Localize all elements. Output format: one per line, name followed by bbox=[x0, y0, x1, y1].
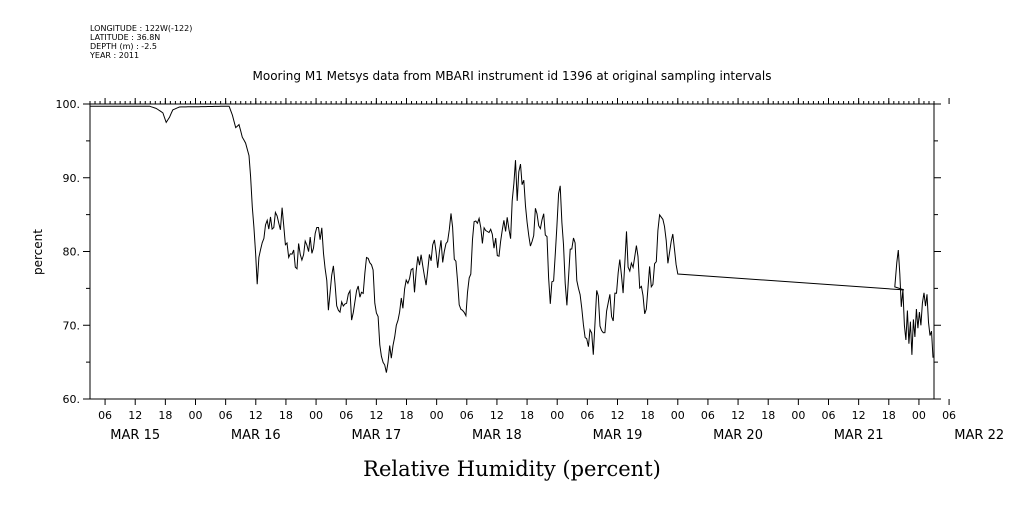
meta-depth: DEPTH (m) : -2.5 bbox=[90, 42, 157, 51]
x-tick-label: 06 bbox=[460, 409, 474, 422]
x-date-label: MAR 17 bbox=[351, 428, 401, 443]
metadata-block: LONGITUDE : 122W(-122) LATITUDE : 36.8N … bbox=[89, 24, 192, 60]
x-tick-label: 12 bbox=[611, 409, 625, 422]
x-tick-label: 18 bbox=[158, 409, 172, 422]
x-tick-label: 00 bbox=[912, 409, 926, 422]
meta-latitude: LATITUDE : 36.8N bbox=[90, 33, 160, 42]
x-tick-label: 06 bbox=[339, 409, 353, 422]
meta-year: YEAR : 2011 bbox=[89, 51, 139, 60]
x-tick-label: 06 bbox=[822, 409, 836, 422]
x-tick-label: 18 bbox=[520, 409, 534, 422]
x-tick-label: 00 bbox=[430, 409, 444, 422]
y-tick-label: 60. bbox=[63, 393, 81, 406]
x-date-label: MAR 18 bbox=[472, 428, 522, 443]
x-tick-label: 06 bbox=[98, 409, 112, 422]
x-tick-label: 12 bbox=[128, 409, 142, 422]
x-tick-label: 18 bbox=[279, 409, 293, 422]
axes: 60. 70. 80. 90. 100. 06 12 18 00 06 12 18 00 06 12 18 00… bbox=[56, 98, 1004, 443]
x-tick-label: 00 bbox=[189, 409, 203, 422]
meta-longitude: LONGITUDE : 122W(-122) bbox=[90, 24, 192, 33]
chart-title: Mooring M1 Metsys data from MBARI instru… bbox=[253, 69, 772, 83]
y-tick-label: 80. bbox=[63, 246, 81, 259]
x-tick-label: 06 bbox=[701, 409, 715, 422]
plot-frame bbox=[89, 103, 935, 400]
x-tick-label: 18 bbox=[882, 409, 896, 422]
x-tick-label: 12 bbox=[249, 409, 263, 422]
x-date-label: MAR 19 bbox=[593, 428, 643, 443]
series-line-relative-humidity bbox=[90, 105, 934, 373]
x-tick-label: 18 bbox=[400, 409, 414, 422]
x-date-label: MAR 16 bbox=[231, 428, 281, 443]
x-tick-label: 00 bbox=[309, 409, 323, 422]
x-tick-label: 00 bbox=[671, 409, 685, 422]
x-tick-label: 18 bbox=[641, 409, 655, 422]
x-tick-label: 06 bbox=[219, 409, 233, 422]
y-tick-label: 90. bbox=[63, 172, 81, 185]
y-tick-label: 70. bbox=[63, 319, 81, 332]
x-tick-label: 06 bbox=[942, 409, 956, 422]
x-date-label: MAR 21 bbox=[834, 428, 884, 443]
x-tick-label: 12 bbox=[852, 409, 866, 422]
x-tick-label: 00 bbox=[550, 409, 564, 422]
x-tick-label: 12 bbox=[731, 409, 745, 422]
x-tick-label: 12 bbox=[490, 409, 504, 422]
data-series bbox=[90, 105, 934, 373]
x-axis-title: Relative Humidity (percent) bbox=[363, 457, 661, 481]
y-axis-label: percent bbox=[31, 229, 45, 275]
x-tick-label: 18 bbox=[761, 409, 775, 422]
x-date-label: MAR 20 bbox=[713, 428, 763, 443]
y-tick-label: 100. bbox=[56, 98, 81, 111]
x-date-label: MAR 15 bbox=[110, 428, 160, 443]
x-tick-label: 12 bbox=[369, 409, 383, 422]
x-date-label: MAR 22 bbox=[954, 428, 1004, 443]
x-tick-label: 06 bbox=[580, 409, 594, 422]
x-tick-label: 00 bbox=[791, 409, 805, 422]
